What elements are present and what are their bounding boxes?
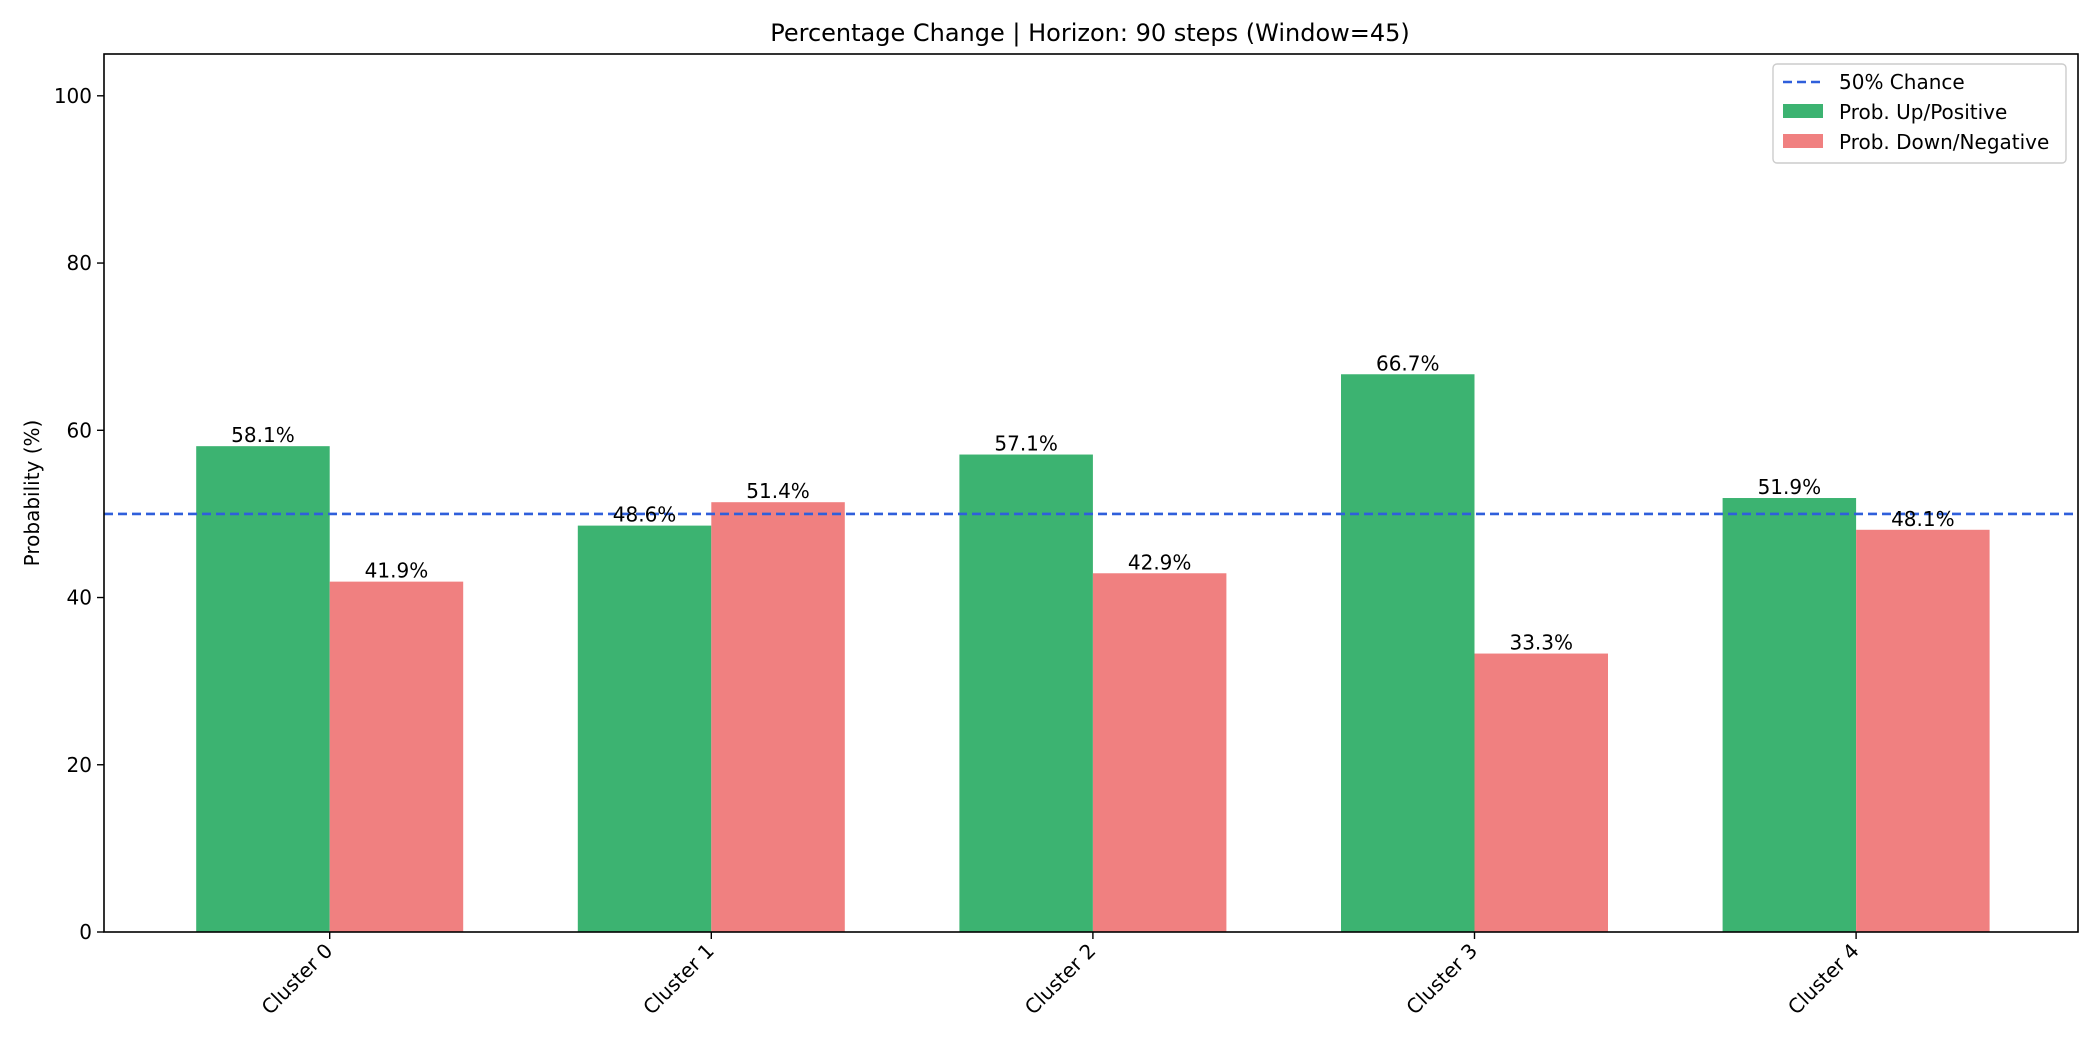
bar-up-4 (1722, 498, 1857, 932)
legend-label-down: Prob. Down/Negative (1839, 130, 2049, 154)
data-label-up-1: 48.6% (613, 503, 677, 527)
data-label-up-2: 57.1% (994, 432, 1058, 456)
bar-down-2 (1092, 573, 1227, 932)
y-tick-label-3: 60 (67, 418, 92, 442)
x-tick-label-1: Cluster 1 (638, 939, 719, 1020)
y-tick-label-5: 100 (54, 84, 92, 108)
y-tick-label-2: 40 (67, 586, 92, 610)
chart-title: Percentage Change | Horizon: 90 steps (W… (770, 19, 1410, 47)
legend: 50% Chance Prob. Up/Positive Prob. Down/… (1772, 63, 2067, 164)
y-axis-label: Probability (%) (20, 420, 44, 567)
data-label-down-3: 33.3% (1509, 631, 1573, 655)
y-tick-label-1: 20 (67, 753, 92, 777)
x-tick-label-2: Cluster 2 (1020, 939, 1101, 1020)
bar-down-3 (1474, 653, 1608, 932)
legend-label-reference: 50% Chance (1839, 70, 1965, 94)
bar-down-1 (711, 502, 845, 932)
x-tick-label-4: Cluster 4 (1783, 939, 1864, 1020)
bar-up-0 (196, 446, 330, 932)
bar-up-2 (959, 454, 1093, 932)
bar-up-1 (577, 525, 712, 932)
y-tick-label-0: 0 (79, 920, 92, 944)
data-label-up-0: 58.1% (231, 423, 295, 447)
x-tick-label-3: Cluster 3 (1401, 939, 1482, 1020)
plot-area-frame (103, 53, 2079, 933)
x-axis: Cluster 0 Cluster 1 Cluster 2 Cluster 3 Clus… (257, 932, 1864, 1019)
x-tick-label-0: Cluster 0 (257, 939, 338, 1020)
bar-down-0 (329, 581, 464, 932)
y-tick-label-4: 80 (67, 251, 92, 275)
data-label-up-3: 66.7% (1376, 351, 1440, 375)
bar-up-3 (1341, 374, 1475, 932)
y-axis: 0 20 40 60 80 100 (54, 84, 104, 944)
bar-down-4 (1856, 529, 1990, 932)
data-label-down-1: 51.4% (746, 479, 810, 503)
data-label-down-2: 42.9% (1128, 550, 1192, 574)
legend-swatch-down (1783, 134, 1823, 148)
legend-label-up: Prob. Up/Positive (1839, 100, 2007, 124)
data-label-up-4: 51.9% (1758, 475, 1822, 499)
legend-frame (1772, 63, 2067, 164)
legend-swatch-up (1783, 104, 1823, 118)
bars-layer (196, 374, 1990, 932)
data-label-down-4: 48.1% (1891, 507, 1955, 531)
data-label-down-0: 41.9% (365, 559, 429, 583)
data-labels-layer: 58.1% 41.9% 48.6% 51.4% 57.1% 42.9% 66.7% 33.3%… (231, 351, 1954, 654)
